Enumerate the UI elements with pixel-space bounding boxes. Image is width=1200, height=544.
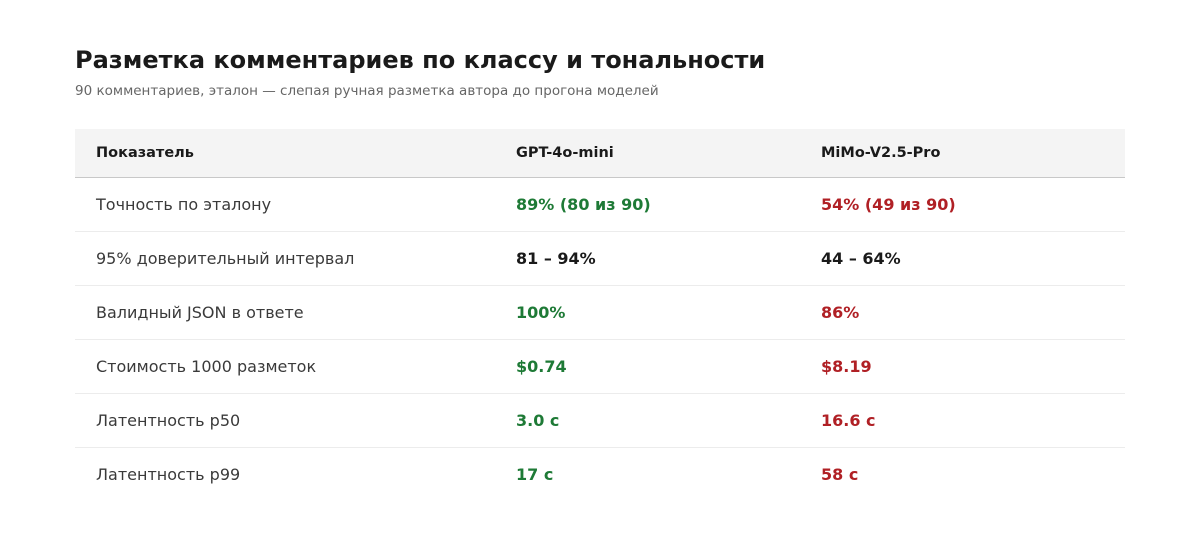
metric-label: Точность по эталону [96,195,272,214]
comparison-table: Показатель GPT-4o-mini MiMo-V2.5-Pro Точ… [75,129,1125,501]
mimo-value: 44 – 64% [821,249,901,268]
gpt-value: 100% [516,303,566,322]
mimo-value: 86% [821,303,860,322]
metric-label: 95% доверительный интервал [96,249,355,268]
metric-label: Стоимость 1000 разметок [96,357,317,376]
column-header-gpt: GPT-4o-mini [516,145,614,161]
gpt-value: 3.0 с [516,411,560,430]
metric-label: Латентность p99 [96,465,241,484]
table-row: Точность по эталону 89% (80 из 90) 54% (… [75,178,1125,232]
content: Разметка комментариев по классу и тональ… [75,44,1125,501]
table-row: Латентность p99 17 с 58 с [75,448,1125,502]
gpt-value: 17 с [516,465,554,484]
table-row: Стоимость 1000 разметок $0.74 $8.19 [75,340,1125,394]
gpt-value: 81 – 94% [516,249,596,268]
table-row: Валидный JSON в ответе 100% 86% [75,286,1125,340]
table-row: 95% доверительный интервал 81 – 94% 44 –… [75,232,1125,286]
page-title: Разметка комментариев по классу и тональ… [75,46,766,74]
gpt-value: $0.74 [516,357,567,376]
page-subtitle: 90 комментариев, эталон — слепая ручная … [75,83,659,99]
column-header-mimo: MiMo-V2.5-Pro [821,145,941,161]
metric-label: Латентность p50 [96,411,241,430]
metric-label: Валидный JSON в ответе [96,303,304,322]
column-header-metric: Показатель [96,145,194,161]
table-header-row: Показатель GPT-4o-mini MiMo-V2.5-Pro [75,129,1125,178]
mimo-value: 58 с [821,465,859,484]
table-row: Латентность p50 3.0 с 16.6 с [75,394,1125,448]
mimo-value: $8.19 [821,357,872,376]
mimo-value: 54% (49 из 90) [821,195,956,214]
mimo-value: 16.6 с [821,411,876,430]
gpt-value: 89% (80 из 90) [516,195,651,214]
